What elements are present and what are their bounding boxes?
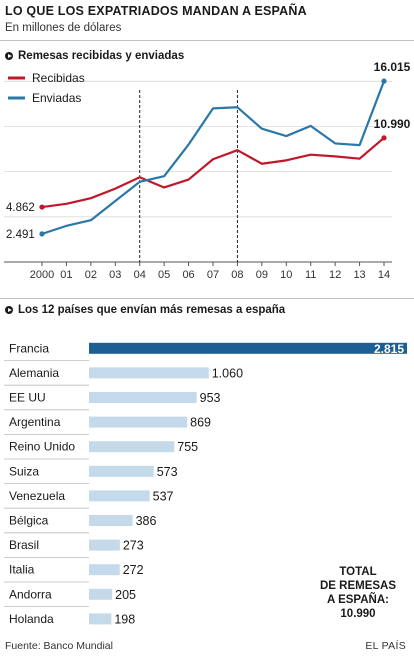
bar-ee-uu (89, 392, 197, 403)
series-line-enviadas (41, 80, 386, 235)
value-label: 273 (123, 539, 144, 553)
value-label: 386 (136, 514, 157, 528)
bar-section-heading: Los 12 países que envían más remesas a e… (5, 304, 285, 316)
x-tick-label: 08 (231, 269, 243, 281)
legend-label-recibidas: Recibidas (32, 71, 85, 85)
bar-venezuela (89, 490, 150, 502)
category-label: Alemania (9, 366, 59, 380)
line-section-heading: Remesas recibidas y enviadas (5, 50, 184, 62)
bar-bélgica (89, 515, 133, 526)
category-label: Brasil (9, 538, 39, 552)
bar-italia (89, 564, 120, 576)
divider-middle (0, 298, 414, 299)
category-label: Venezuela (9, 489, 65, 503)
data-label: 16.015 (374, 62, 411, 74)
bar-argentina (89, 416, 188, 428)
line-section-title: Remesas recibidas y enviadas (18, 50, 185, 62)
data-label: 4.862 (6, 202, 35, 214)
chart-title: LO QUE LOS EXPATRIADOS MANDAN A ESPAÑA (5, 4, 307, 18)
category-label: Suiza (9, 464, 39, 478)
category-label: Holanda (9, 612, 54, 626)
bar-francia (89, 342, 407, 354)
category-label: Italia (9, 563, 35, 577)
x-tick-label: 05 (158, 269, 170, 281)
category-label: EE UU (9, 391, 46, 405)
total-label-3: A ESPAÑA: (327, 594, 389, 606)
x-tick-label: 10 (280, 269, 292, 281)
category-label: Francia (9, 341, 49, 355)
x-tick-label: 07 (207, 269, 219, 281)
value-label: 573 (157, 465, 178, 479)
x-tick-label: 06 (182, 269, 194, 281)
category-label: Bélgica (9, 514, 49, 528)
series-line-recibidas (41, 137, 385, 209)
series-point-enviadas (381, 78, 387, 84)
x-tick-label: 01 (60, 269, 72, 281)
x-tick-label: 11 (305, 269, 316, 281)
chart-subtitle: En millones de dólares (5, 22, 122, 34)
bar-brasil (89, 539, 120, 551)
line-chart: 2000 01 02 03 04 05 06 07 08 09 10 11 12 13 14 4.862 10.… (4, 62, 411, 281)
x-tick-label: 12 (329, 269, 341, 281)
value-label: 272 (123, 563, 144, 577)
x-tick-label: 04 (134, 269, 146, 281)
x-tick-label: 03 (109, 269, 121, 281)
value-label: 2.815 (374, 342, 404, 356)
category-label: Reino Unido (9, 440, 75, 454)
source-note: Fuente: Banco Mundial (5, 640, 113, 652)
bar-suiza (89, 465, 154, 477)
value-label: 953 (200, 391, 221, 405)
bar-holanda (89, 613, 112, 625)
x-tick-label: 02 (85, 269, 97, 281)
total-value: 10.990 (340, 608, 376, 620)
brand-logo: EL PAÍS (365, 640, 406, 652)
data-label: 10.990 (374, 117, 411, 131)
total-box: TOTAL DE REMESAS A ESPAÑA: 10.990 (308, 565, 408, 621)
value-label: 198 (114, 612, 135, 626)
bar-reino-unido (89, 441, 175, 453)
series-point-recibidas (381, 135, 387, 141)
category-label: Argentina (9, 415, 61, 429)
value-label: 1.060 (212, 366, 243, 380)
total-label-1: TOTAL (339, 566, 377, 578)
x-tick-label: 13 (353, 269, 365, 281)
value-label: 755 (177, 440, 198, 454)
series-point-enviadas (39, 231, 45, 237)
category-label: Andorra (9, 587, 52, 601)
bar-chart: Francia 2.815 Alemania 1.060 EE UU 953 Argenti… (4, 341, 407, 626)
bar-andorra (89, 588, 113, 600)
legend-label-enviadas: Enviadas (32, 91, 81, 105)
total-label-2: DE REMESAS (319, 580, 397, 592)
value-label: 537 (153, 489, 174, 503)
value-label: 205 (115, 588, 136, 602)
bar-section-title: Los 12 países que envían más remesas a e… (18, 304, 286, 316)
x-tick-label: 2000 (30, 269, 54, 281)
bar-alemania (89, 367, 209, 379)
data-label: 2.491 (6, 229, 35, 241)
series-point-recibidas (39, 204, 45, 210)
x-tick-label: 14 (378, 269, 390, 281)
bullet-icon (5, 306, 13, 314)
x-tick-label: 09 (256, 269, 268, 281)
bullet-icon (5, 52, 13, 60)
divider-top (0, 40, 414, 41)
value-label: 869 (190, 416, 211, 430)
